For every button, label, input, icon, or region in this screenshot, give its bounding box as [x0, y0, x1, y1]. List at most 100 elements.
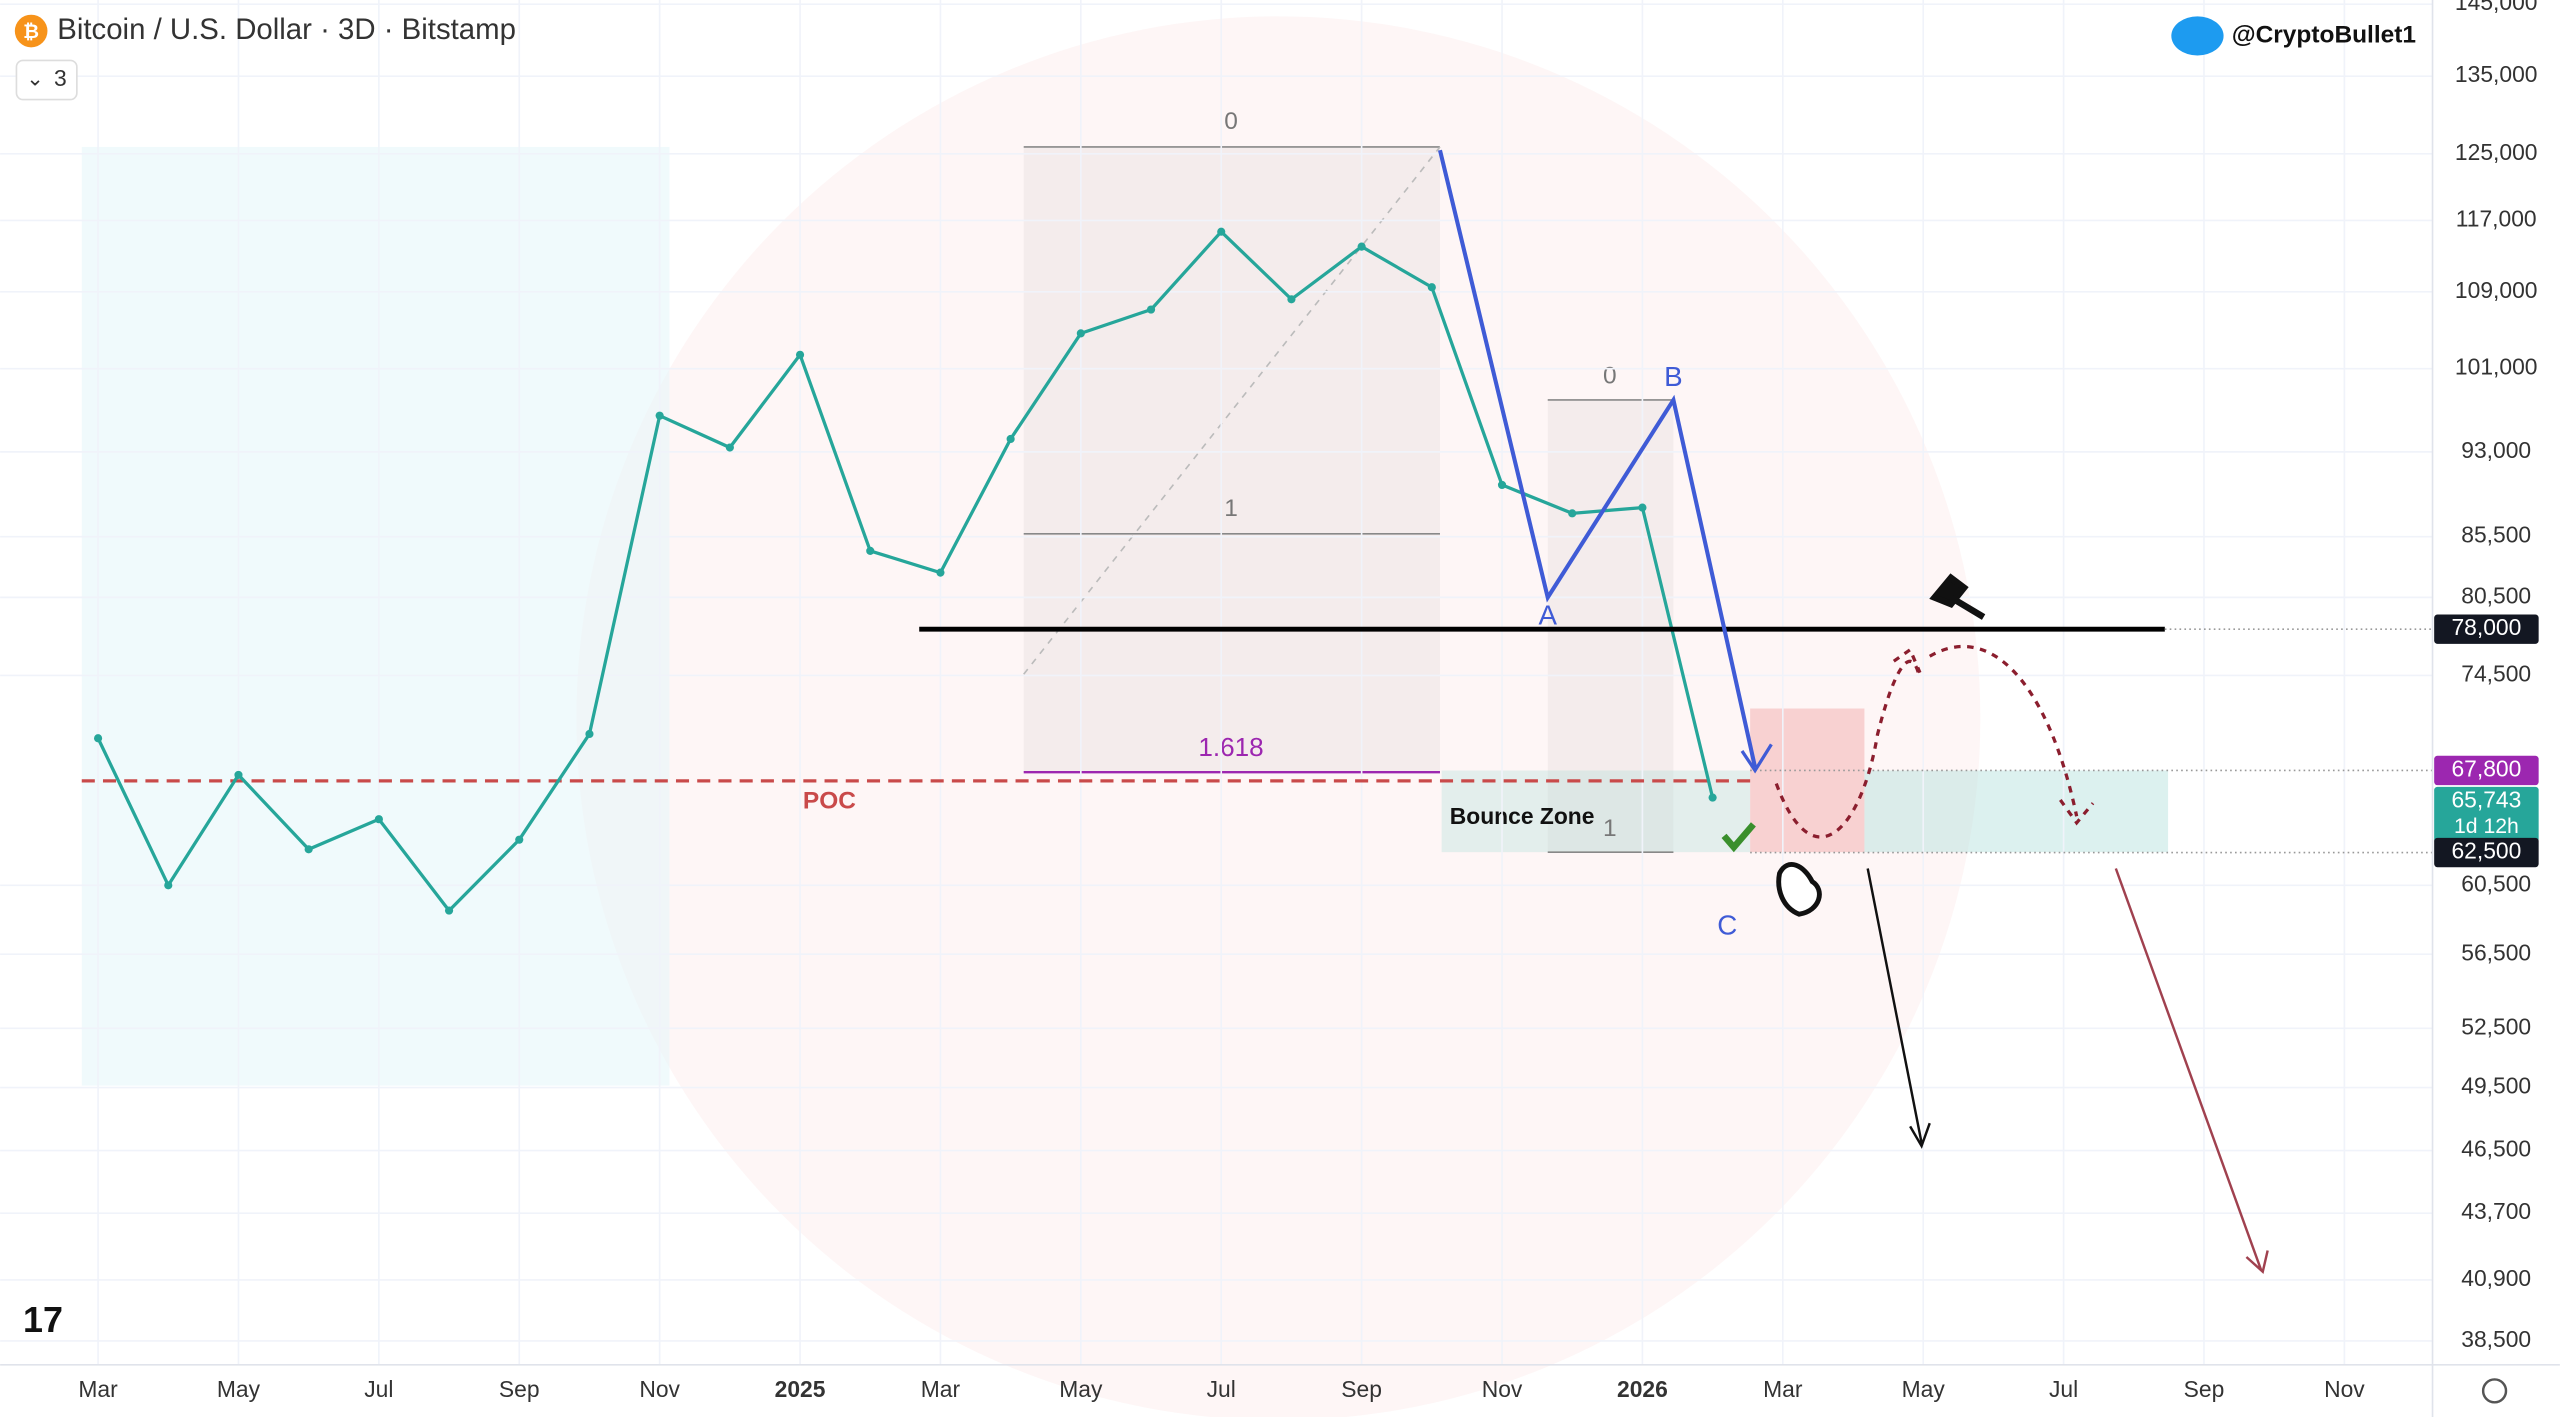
y-tick-label: 80,500 — [2461, 582, 2531, 608]
y-tick-label: 49,500 — [2461, 1073, 2531, 1099]
poc-label: POC — [803, 788, 856, 815]
wave-label: A — [1538, 599, 1557, 630]
price-point — [374, 815, 383, 824]
hammer-icon — [1929, 573, 1986, 620]
x-tick-label: Jul — [1207, 1376, 1236, 1402]
plot: POC — [0, 0, 2433, 1365]
price-point — [234, 770, 243, 780]
symbol-title: Bitcoin / U.S. Dollar · 3D · Bitstamp — [57, 13, 516, 46]
x-tick-label: May — [1059, 1376, 1103, 1402]
fib-label: 0 — [1224, 108, 1238, 135]
price-point — [936, 568, 945, 577]
price-point — [164, 881, 173, 890]
wave-label: C — [1717, 910, 1737, 941]
volume-profile-area — [81, 146, 670, 1086]
price-label: 67,800 — [2451, 755, 2521, 781]
risk-box — [1750, 708, 1865, 853]
price-point — [1146, 305, 1156, 314]
price-point — [515, 835, 524, 844]
x-tick-label: Sep — [499, 1376, 540, 1402]
y-tick-label: 85,500 — [2461, 522, 2531, 548]
price-point — [1497, 480, 1507, 490]
y-tick-label: 109,000 — [2455, 277, 2538, 303]
price-point — [1006, 434, 1015, 444]
y-tick-label: 52,500 — [2461, 1013, 2531, 1039]
price-label-box — [2434, 755, 2539, 786]
y-tick-label: 56,500 — [2461, 939, 2531, 965]
y-tick-label: 125,000 — [2455, 139, 2538, 165]
y-tick-label: 74,500 — [2461, 660, 2531, 686]
price-point — [1076, 329, 1085, 338]
fib-label: 0 — [1603, 363, 1617, 390]
countdown-label: 1d 12h — [2454, 815, 2519, 838]
bitcoin-icon — [14, 14, 48, 48]
fib-label: 1.618 — [1198, 732, 1263, 762]
x-tick-label: May — [217, 1376, 261, 1402]
bitcoin-glyph: ₿ — [23, 21, 39, 43]
x-tick-label: 2025 — [775, 1376, 826, 1402]
x-tick-label: Mar — [78, 1376, 118, 1402]
x-tick-label: Nov — [639, 1376, 680, 1402]
price-point — [304, 845, 313, 854]
y-tick-label: 43,700 — [2461, 1198, 2531, 1224]
y-tick-label: 46,500 — [2461, 1136, 2531, 1162]
price-point — [1568, 509, 1577, 518]
settings-icon[interactable] — [2481, 1378, 2508, 1404]
x-tick-label: Mar — [1763, 1376, 1803, 1402]
y-tick-label: 101,000 — [2455, 354, 2538, 380]
y-tick-label: 38,500 — [2461, 1326, 2531, 1352]
hand-icon — [1776, 862, 1822, 917]
price-point — [93, 734, 103, 743]
x-tick-label: Jul — [364, 1376, 393, 1402]
price-point — [1357, 242, 1366, 251]
scenario-arrow — [1866, 868, 1931, 1149]
price-point — [1217, 227, 1226, 236]
price-line — [96, 229, 1715, 914]
x-tick-label: May — [1902, 1376, 1946, 1402]
price-point — [585, 729, 594, 739]
wave-arrow — [1740, 743, 1773, 774]
price-point — [1708, 793, 1717, 802]
x-tick-label: Sep — [1341, 1376, 1382, 1402]
twitter-icon — [2171, 16, 2224, 56]
scenario-arrow — [1774, 644, 2095, 839]
price-point — [655, 411, 664, 420]
x-tick-label: Jul — [2049, 1376, 2078, 1402]
y-tick-label: 145,000 — [2455, 0, 2538, 15]
price-point — [866, 546, 875, 555]
price-label: 62,500 — [2451, 838, 2521, 864]
fib-label: 1 — [1224, 495, 1238, 522]
fib-box — [1547, 399, 1674, 853]
price-label: 78,000 — [2451, 614, 2521, 640]
x-tick-label: Mar — [921, 1376, 961, 1402]
price-label-box — [2434, 614, 2539, 644]
watermark — [576, 16, 1981, 1417]
price-point — [1427, 283, 1436, 292]
indicator-count: 3 — [54, 65, 67, 91]
check-mark — [1721, 822, 1756, 853]
price-point — [444, 906, 454, 915]
indicator-toggle[interactable] — [15, 59, 78, 101]
price-label-box — [2434, 786, 2539, 843]
x-tick-label: Nov — [1482, 1376, 1523, 1402]
price-point — [1638, 503, 1647, 512]
x-tick-label: 2026 — [1617, 1376, 1668, 1402]
zone-label: Bounce Zone — [1450, 803, 1595, 829]
y-tick-label: 40,900 — [2461, 1265, 2531, 1291]
fib-label: 1 — [1603, 815, 1617, 842]
price-point — [725, 443, 734, 452]
wave-label: B — [1664, 361, 1683, 392]
y-tick-label: 135,000 — [2455, 61, 2538, 87]
y-tick-label: 60,500 — [2461, 870, 2531, 896]
scenario-arrow — [2114, 868, 2269, 1275]
wave-line — [1438, 149, 1758, 768]
price-label: 65,743 — [2451, 787, 2521, 813]
price-point — [1287, 295, 1296, 304]
price-point — [795, 350, 805, 359]
target-box — [1864, 770, 2169, 853]
price-label-box — [2434, 837, 2539, 868]
author: @CryptoBullet1 — [2232, 21, 2416, 48]
tv-logo: 17 — [23, 1299, 63, 1340]
